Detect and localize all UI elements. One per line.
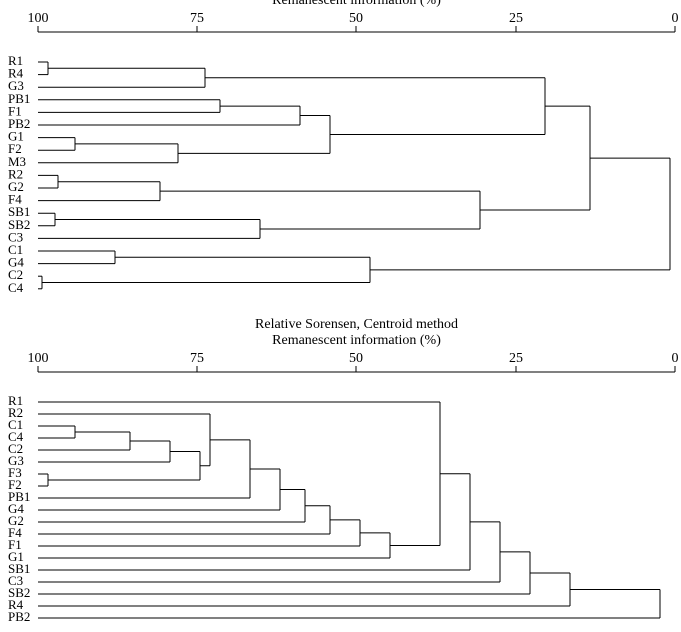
axis-tick-label: 0 xyxy=(672,351,679,366)
panel-caption: Relative Sorensen, Centroid method xyxy=(255,317,458,332)
axis-tick-label: 0 xyxy=(672,11,679,26)
panel-caption: Remanescent information (%) xyxy=(272,0,441,8)
axis-tick-label: 100 xyxy=(28,351,49,366)
leaf-label: C4 xyxy=(8,280,24,295)
axis-tick-label: 50 xyxy=(349,351,363,366)
axis-tick-label: 75 xyxy=(190,351,204,366)
leaf-label: PB2 xyxy=(8,609,30,624)
axis-tick-label: 25 xyxy=(509,351,523,366)
axis-tick-label: 25 xyxy=(509,11,523,26)
axis-tick-label: 75 xyxy=(190,11,204,26)
axis-tick-label: 50 xyxy=(349,11,363,26)
panel-caption: Remanescent information (%) xyxy=(272,333,441,348)
axis-tick-label: 100 xyxy=(28,11,49,26)
